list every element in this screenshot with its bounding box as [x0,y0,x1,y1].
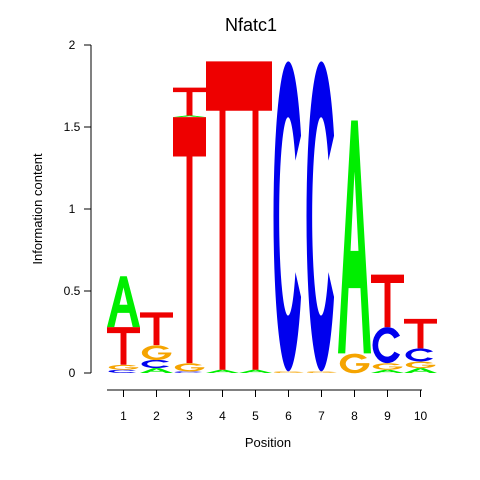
letter-t [371,274,404,328]
letter-a [107,276,140,328]
x-tick-label: 7 [318,409,325,423]
y-tick-label: 2 [69,38,76,52]
letter-t [173,117,206,364]
letter-g [405,361,436,369]
letter-g [174,363,205,372]
letter-g [306,371,337,374]
x-axis: 1 2 3 4 5 6 7 8 9 10 [107,389,428,423]
letter-t [239,61,272,370]
letter-t [173,87,206,116]
letter-a [140,368,173,373]
x-tick-label: 3 [186,409,193,423]
x-tick-label: 5 [252,409,259,423]
letter-a [404,368,437,373]
x-tick-label: 2 [153,409,160,423]
letter-t [404,318,437,349]
logo-letters [107,61,437,374]
letter-c [372,327,401,364]
letter-c [405,348,434,362]
letter-t [140,312,173,346]
letter-g [372,363,403,370]
x-axis-label: Position [245,435,291,450]
x-tick-label: 6 [285,409,292,423]
letter-g [108,364,139,370]
letter-t [107,327,140,365]
x-tick-label: 1 [120,409,127,423]
letter-a [239,369,272,373]
x-tick-label: 8 [351,409,358,423]
y-tick-label: 0.5 [64,284,81,298]
y-axis-label: Information content [30,153,45,265]
letter-c [273,61,302,372]
letter-a [371,369,404,373]
letter-a [338,120,371,354]
letter-c [141,359,170,369]
x-tick-label: 10 [414,409,428,423]
letter-c [174,371,203,373]
letter-g [339,353,370,374]
letter-c [108,369,137,373]
letter-g [141,345,172,361]
x-tick-label: 9 [384,409,391,423]
chart-title: Nfatc1 [225,15,277,35]
y-tick-label: 1.5 [64,120,81,134]
letter-c [306,61,335,372]
y-tick-label: 1 [69,202,76,216]
x-tick-label: 4 [219,409,226,423]
letter-g [273,371,304,374]
letter-a [206,369,239,373]
letter-a [173,115,206,118]
y-axis: 0 0.5 1 1.5 2 [64,38,92,380]
y-tick-label: 0 [69,366,76,380]
letter-t [206,61,239,370]
